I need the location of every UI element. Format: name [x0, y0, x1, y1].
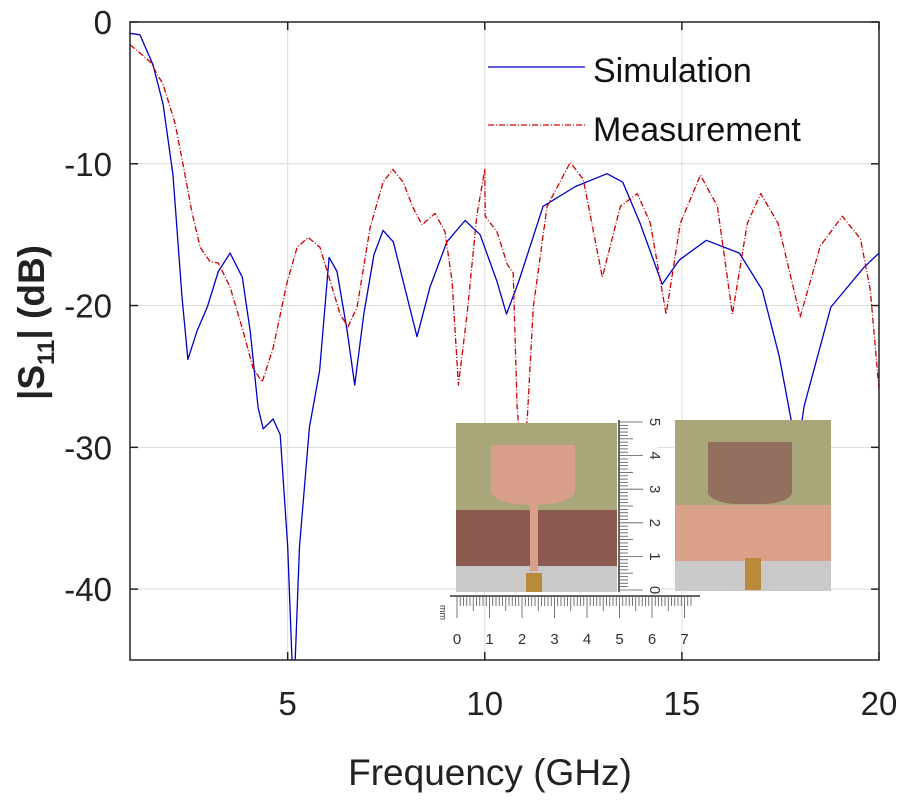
- ground-plane: [675, 505, 831, 561]
- vertical-ruler-label: 4: [646, 451, 663, 459]
- sma-connector-back: [745, 558, 761, 590]
- legend-measurement-label: Measurement: [593, 111, 801, 149]
- horizontal-ruler-label: 5: [615, 631, 623, 648]
- antenna-front-photo: [456, 423, 617, 592]
- horizontal-ruler-label: 0: [453, 631, 461, 648]
- vertical-ruler-label: 2: [646, 519, 663, 527]
- series-measurement-line: [130, 44, 879, 477]
- radiating-patch: [491, 445, 575, 505]
- antenna-back-photo: [675, 420, 831, 591]
- y-label-main: |S: [11, 365, 53, 400]
- horizontal-ruler-label: 6: [648, 631, 656, 648]
- horizontal-ruler-label: 2: [518, 631, 526, 648]
- ticks: 5 10 15 200-10-20-30-40: [64, 4, 897, 722]
- x-tick-label: 5: [279, 685, 297, 722]
- legend-simulation-label: Simulation: [593, 52, 752, 90]
- series-simulation-line: [130, 32, 879, 660]
- plot-frame: [129, 21, 880, 661]
- y-tick-label: 0: [94, 4, 112, 41]
- x-tick-label: 10: [466, 685, 503, 722]
- vertical-ruler: 0 1 2 3 4 5: [617, 418, 663, 594]
- vertical-ruler-body: [617, 419, 657, 592]
- y-axis-label: |S11| (dB): [11, 245, 60, 400]
- y-label-tail: | (dB): [11, 245, 53, 340]
- vertical-ruler-label: 5: [646, 418, 663, 426]
- x-axis-label: Frequency (GHz): [348, 752, 632, 793]
- horizontal-ruler-label: 3: [550, 631, 558, 648]
- feed-line: [530, 503, 538, 571]
- horizontal-ruler-label: 7: [680, 631, 688, 648]
- x-tick-label: 15: [664, 685, 701, 722]
- y-tick-label: -20: [64, 288, 112, 325]
- vertical-ruler-label: 3: [646, 485, 663, 493]
- y-tick-label: -40: [64, 571, 112, 608]
- y-tick-label: -10: [64, 146, 112, 183]
- legend: Simulation Measurement: [488, 52, 801, 149]
- x-tick-label: 20: [861, 685, 898, 722]
- curves: [130, 32, 879, 660]
- y-tick-label: -30: [64, 429, 112, 466]
- horizontal-ruler: 0 1 2 3 4 5 6 7 mm: [438, 595, 700, 648]
- y-label-subscript: 11: [33, 340, 60, 365]
- vertical-ruler-label: 0: [646, 586, 663, 594]
- horizontal-ruler-label: 4: [583, 631, 591, 648]
- sma-connector: [526, 573, 542, 592]
- vertical-ruler-label: 1: [646, 552, 663, 560]
- ruler-unit-label: mm: [438, 605, 448, 620]
- horizontal-ruler-label: 1: [485, 631, 493, 648]
